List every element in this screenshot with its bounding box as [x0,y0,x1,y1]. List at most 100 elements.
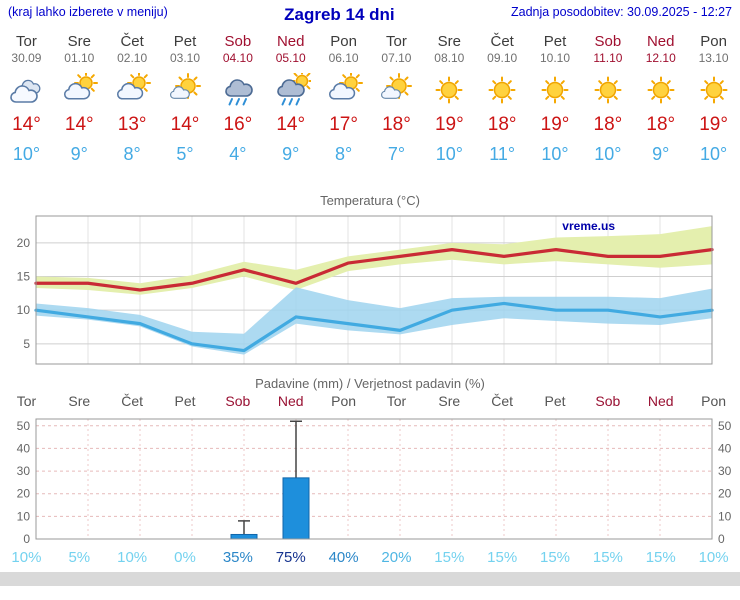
precip-day-label: Čet [121,393,144,409]
svg-text:5: 5 [23,337,30,351]
temperature-chart: 5 10 15 20 vreme.us [17,215,714,365]
day-tmin: 4° [229,144,247,164]
day-column[interactable]: Sre 01.10 14° 9° [53,33,106,165]
svg-text:10: 10 [718,509,732,523]
day-tmin: 5° [176,144,194,164]
partly-cloudy-icon [317,69,370,111]
day-tmin: 9° [70,144,88,164]
day-column[interactable]: Pet 10.10 19° 10° [529,33,582,165]
svg-text:10: 10 [17,303,31,317]
precip-day-label: Sre [438,393,461,409]
day-tmax: 17° [329,114,358,135]
day-column[interactable]: Tor 07.10 18° 7° [370,33,423,165]
day-tmin: 7° [387,144,406,164]
svg-text:50: 50 [718,419,732,433]
topbar: (kraj lahko izberete v meniju) Zagreb 14… [0,0,740,25]
mostly-sunny-icon [159,69,212,111]
precip-day-label: Sre [68,393,91,409]
day-column[interactable]: Pon 06.10 17° 8° [317,33,370,165]
day-tmax: 18° [382,114,411,135]
precip-day-label: Čet [491,393,514,409]
page-title: Zagreb 14 dni [284,5,395,24]
sun-rain-icon [264,69,317,111]
day-tmax: 18° [593,114,623,135]
precip-probability: 20% [381,549,412,566]
menu-note: (kraj lahko izberete v meniju) [8,5,168,19]
day-column[interactable]: Sob 11.10 18° 10° [581,33,634,165]
sunny-icon [476,69,529,111]
precip-probability: 35% [222,549,253,566]
sunny-icon [687,69,740,111]
day-tmin: 9° [282,144,300,164]
day-name: Pon [330,33,357,50]
day-name: Sob [594,33,622,50]
day-column[interactable]: Ned 12.10 18° 9° [634,33,687,165]
day-tmax: 14° [64,114,94,135]
day-column[interactable]: Čet 09.10 18° 11° [476,33,529,165]
day-tmin: 10° [594,144,622,164]
day-name: Sob [224,33,252,50]
precip-day-label: Pon [331,393,357,409]
day-column[interactable]: Sre 08.10 19° 10° [423,33,476,165]
temperature-block: Temperatura (°C) 5 10 15 20 vreme.us [0,193,740,372]
precip-probability: 0% [174,549,196,566]
day-tmin: 10° [435,144,463,164]
day-tmin: 8° [334,144,353,164]
cloudy-icon [0,69,53,111]
precip-probability: 15% [645,549,676,566]
day-date: 09.10 [487,51,518,65]
precip-probability: 15% [592,549,623,566]
precip-probability: 10% [117,549,148,566]
day-column[interactable]: Pon 13.10 19° 10° [687,33,740,165]
day-column[interactable]: Ned 05.10 14° 9° [264,33,317,165]
sunny-icon [529,69,582,111]
day-tmin: 10° [12,144,41,164]
precipitation-block: Padavine (mm) / Verjetnost padavin (%) T… [0,376,740,569]
day-name: Tor [386,33,407,50]
day-date: 05.10 [275,51,306,65]
forecast-strip: Tor 30.09 14° 10° Sre 01.10 14° 9° Čet 02.10 13° 8°… [0,33,740,165]
day-column[interactable]: Pet 03.10 14° 5° [159,33,212,165]
day-tmin: 8° [123,144,141,164]
day-date: 04.10 [222,51,253,65]
precip-probability: 10% [698,549,729,566]
precip-day-label: Pet [174,393,196,409]
precip-probability: 15% [540,549,571,566]
precip-day-label: Ned [647,393,674,409]
day-tmax: 19° [699,114,728,135]
day-date: 11.10 [593,51,623,65]
svg-text:20: 20 [17,236,31,250]
mostly-sunny-icon [370,69,423,111]
day-date: 06.10 [328,51,359,65]
precip-bar [230,533,258,540]
svg-text:40: 40 [718,441,732,455]
day-tmax: 13° [117,114,147,135]
day-name: Pet [543,33,567,50]
rain-icon [211,69,264,111]
day-tmax: 14° [170,114,200,135]
day-tmax: 16° [223,114,253,135]
day-column[interactable]: Sob 04.10 16° 4° [211,33,264,165]
day-tmax: 14° [12,114,41,135]
day-column[interactable]: Tor 30.09 14° 10° [0,33,53,165]
day-name: Ned [646,33,675,50]
day-date: 30.09 [11,51,42,65]
day-name: Ned [276,33,305,50]
precip-day-label: Tor [386,393,407,409]
svg-text:30: 30 [718,464,732,478]
day-date: 02.10 [117,51,148,65]
precip-probability: 15% [434,549,465,566]
day-column[interactable]: Čet 02.10 13° 8° [106,33,159,165]
svg-text:0: 0 [718,532,725,546]
last-update-label: Zadnja posodobitev: 30.09.2025 - 12:27 [510,5,732,19]
svg-text:30: 30 [17,464,31,478]
day-name: Čet [120,33,144,50]
precip-probability: 10% [11,549,42,566]
day-date: 10.10 [540,51,571,65]
sunny-icon [423,69,476,111]
precip-day-label: Tor [16,393,37,409]
precip-probability: 40% [328,549,359,566]
day-date: 03.10 [169,51,201,65]
day-tmax: 19° [540,114,570,135]
day-name: Sre [67,33,91,50]
